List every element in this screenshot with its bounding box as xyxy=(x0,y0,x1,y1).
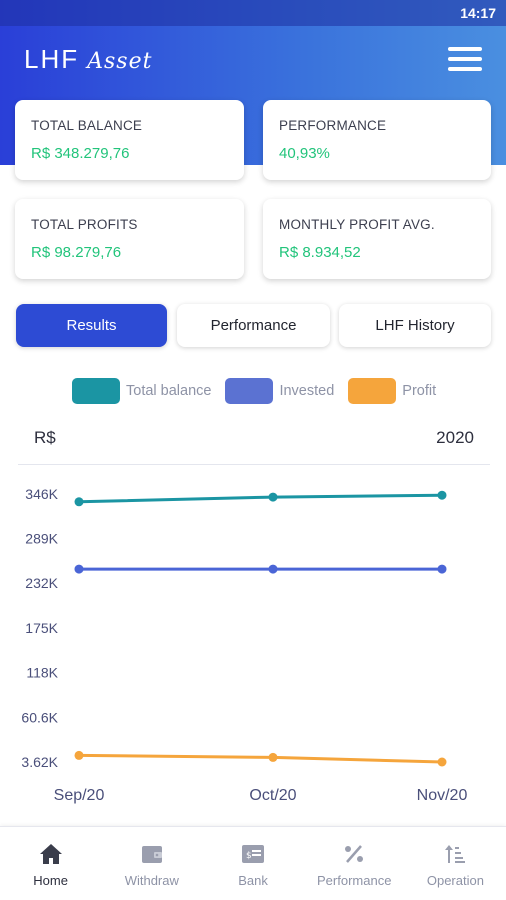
bank-card-icon: $ xyxy=(241,843,265,865)
app-logo: LHF Asset xyxy=(24,44,152,75)
chart-divider xyxy=(18,464,490,465)
nav-item-performance[interactable]: Performance xyxy=(304,827,405,900)
card-value: R$ 348.279,76 xyxy=(31,145,130,162)
y-tick-label: 346K xyxy=(25,486,58,502)
legend-item-profit[interactable]: Profit xyxy=(348,378,436,404)
data-point xyxy=(268,564,278,574)
data-point xyxy=(437,564,447,574)
monthly-profit-avg-card: MONTHLY PROFIT AVG. R$ 8.934,52 xyxy=(263,199,491,279)
nav-label: Operation xyxy=(426,873,484,888)
legend-label: Total balance xyxy=(126,383,212,399)
nav-label: Performance xyxy=(317,873,392,888)
series-line xyxy=(78,753,443,764)
x-tick-label: Oct/20 xyxy=(249,787,296,804)
legend-label: Profit xyxy=(402,383,437,399)
wallet-icon xyxy=(140,843,164,865)
status-bar xyxy=(0,0,506,26)
nav-item-bank[interactable]: $ Bank xyxy=(202,827,303,900)
chart-legend: Total balance Invested Profit xyxy=(72,378,450,404)
results-line-chart: 346K 289K 232K 175K 118K 60.6K 3.62K Sep/20 Oct/… xyxy=(21,486,468,804)
bottom-navigation: Home Withdraw $ Bank Performance Operati… xyxy=(0,826,506,900)
percent-icon xyxy=(342,843,366,865)
data-point xyxy=(437,757,447,767)
legend-item-total-balance[interactable]: Total balance xyxy=(72,378,211,404)
data-point xyxy=(74,750,84,760)
legend-item-invested[interactable]: Invested xyxy=(225,378,334,404)
nav-label: Bank xyxy=(238,873,268,888)
nav-item-operation[interactable]: Operation xyxy=(405,827,506,900)
card-label: TOTAL PROFITS xyxy=(31,217,138,232)
legend-swatch xyxy=(225,378,274,404)
card-value: 40,93% xyxy=(279,145,330,162)
nav-item-home[interactable]: Home xyxy=(0,827,101,900)
card-label: PERFORMANCE xyxy=(279,118,387,133)
home-icon xyxy=(39,843,63,865)
tab-performance[interactable]: Performance xyxy=(177,304,330,347)
logo-main-text: LHF xyxy=(24,44,80,74)
card-label: TOTAL BALANCE xyxy=(31,118,143,133)
y-tick-label: 232K xyxy=(25,575,58,591)
logo-script-text: Asset xyxy=(87,49,153,74)
series-line xyxy=(78,493,443,504)
x-tick-label: Sep/20 xyxy=(54,787,105,804)
total-profits-card: TOTAL PROFITS R$ 98.279,76 xyxy=(15,199,244,279)
data-point xyxy=(268,492,278,502)
card-value: R$ 98.279,76 xyxy=(31,244,122,261)
data-point xyxy=(74,564,84,574)
nav-item-withdraw[interactable]: Withdraw xyxy=(101,827,202,900)
data-point xyxy=(74,497,84,507)
chart-year-label: 2020 xyxy=(436,428,474,447)
y-tick-label: 60.6K xyxy=(21,709,58,725)
svg-text:$: $ xyxy=(246,851,252,861)
card-value: R$ 8.934,52 xyxy=(279,244,361,261)
y-tick-label: 175K xyxy=(25,620,58,636)
y-tick-label: 289K xyxy=(25,531,58,547)
performance-card: PERFORMANCE 40,93% xyxy=(263,100,491,180)
legend-label: Invested xyxy=(279,383,335,399)
tab-lhf-history[interactable]: LHF History xyxy=(339,304,491,347)
nav-label: Home xyxy=(33,873,68,888)
y-tick-label: 118K xyxy=(26,664,58,680)
legend-swatch xyxy=(348,378,397,404)
hamburger-menu-icon[interactable] xyxy=(448,47,482,71)
card-label: MONTHLY PROFIT AVG. xyxy=(279,217,435,232)
y-tick-label: 3.62K xyxy=(21,754,58,770)
data-point xyxy=(268,752,278,762)
data-point xyxy=(437,490,447,500)
chart-unit-label: R$ xyxy=(34,428,56,447)
status-time: 14:17 xyxy=(460,5,496,21)
total-balance-card: TOTAL BALANCE R$ 348.279,76 xyxy=(15,100,244,180)
nav-label: Withdraw xyxy=(124,873,179,888)
x-tick-label: Nov/20 xyxy=(417,787,468,804)
legend-swatch xyxy=(72,378,120,404)
tab-results[interactable]: Results xyxy=(16,304,167,347)
sort-icon xyxy=(443,843,467,865)
